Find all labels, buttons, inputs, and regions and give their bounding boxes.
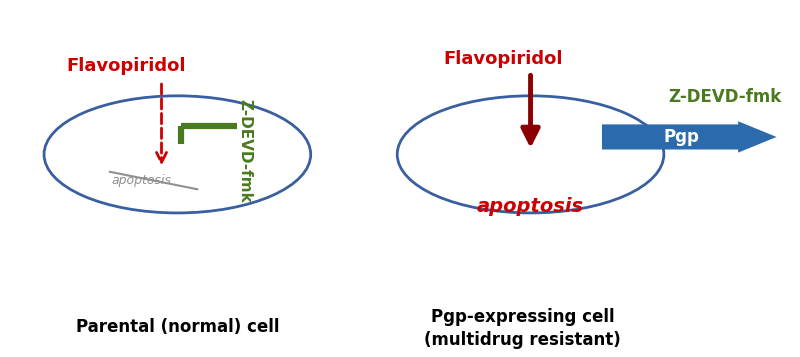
Text: Z-DEVD-fmk: Z-DEVD-fmk	[668, 88, 782, 106]
Text: Z-DEVD-fmk: Z-DEVD-fmk	[238, 99, 252, 203]
Text: apoptosis: apoptosis	[112, 174, 172, 187]
Text: Pgp: Pgp	[663, 128, 699, 146]
Text: Parental (normal) cell: Parental (normal) cell	[76, 318, 279, 336]
Text: Flavopiridol: Flavopiridol	[66, 56, 186, 75]
Text: apoptosis: apoptosis	[477, 197, 584, 216]
Polygon shape	[602, 121, 777, 153]
Text: Pgp-expressing cell
(multidrug resistant): Pgp-expressing cell (multidrug resistant…	[424, 308, 621, 350]
Text: Flavopiridol: Flavopiridol	[443, 50, 562, 67]
